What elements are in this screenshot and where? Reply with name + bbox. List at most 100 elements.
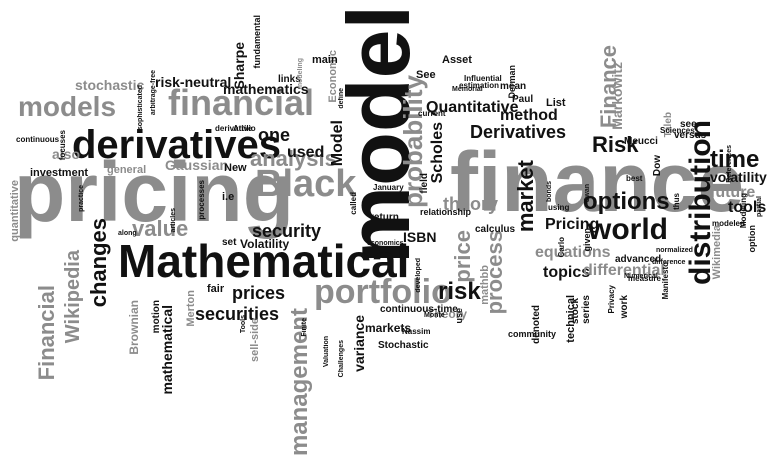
word-99: relationship bbox=[420, 207, 472, 217]
word-66: fair bbox=[207, 283, 225, 295]
word-101: January bbox=[373, 183, 404, 192]
word-100: current bbox=[418, 109, 446, 118]
word-91: given bbox=[582, 228, 592, 252]
word-79: estimation bbox=[459, 81, 500, 90]
word-38: Brownian bbox=[127, 300, 141, 355]
word-83: see bbox=[680, 119, 697, 130]
word-28: securities bbox=[195, 304, 280, 324]
word-5: financial bbox=[168, 82, 315, 123]
word-137: Monte bbox=[424, 312, 445, 319]
word-52: used bbox=[287, 144, 325, 161]
word-48: variance bbox=[351, 315, 367, 372]
word-23: changes bbox=[86, 218, 111, 308]
word-55: ISBN bbox=[403, 229, 437, 245]
word-103: economics bbox=[367, 240, 404, 247]
word-53: also bbox=[52, 146, 81, 162]
word-88: option bbox=[747, 225, 757, 253]
word-129: practice bbox=[78, 185, 85, 212]
word-36: differential bbox=[583, 262, 665, 279]
word-31: method bbox=[500, 107, 558, 124]
word-72: main bbox=[312, 54, 338, 66]
word-65: motion bbox=[151, 300, 162, 334]
word-123: articles bbox=[170, 208, 177, 233]
word-90: advanced bbox=[615, 254, 662, 265]
word-45: tools bbox=[728, 199, 767, 216]
word-122: along bbox=[118, 230, 137, 237]
word-104: called bbox=[349, 192, 358, 215]
word-107: Carlo bbox=[557, 237, 566, 258]
word-141: References bbox=[726, 145, 733, 183]
word-92: series bbox=[581, 295, 592, 324]
word-30: Derivatives bbox=[470, 122, 567, 142]
word-47: volatility bbox=[710, 169, 767, 185]
word-40: stochastic bbox=[75, 77, 145, 93]
word-9: portfolio bbox=[314, 273, 452, 311]
word-76: Paul bbox=[512, 94, 534, 105]
word-33: Pricing bbox=[545, 216, 600, 233]
word-126: Attilio bbox=[233, 124, 256, 133]
word-85: modeled bbox=[712, 219, 745, 228]
word-50: Model bbox=[329, 120, 346, 167]
word-142: using bbox=[548, 203, 570, 212]
word-32: Quantitative bbox=[426, 99, 519, 116]
word-73: Asset bbox=[442, 54, 472, 66]
word-15: options bbox=[583, 188, 670, 215]
word-3: Mathematical bbox=[118, 235, 410, 287]
word-26: value bbox=[132, 216, 189, 241]
word-7: Black bbox=[255, 163, 357, 205]
word-134: Memorial bbox=[452, 86, 483, 93]
word-128: continuous bbox=[16, 135, 60, 144]
word-114: difference bbox=[652, 259, 686, 266]
word-71: links bbox=[278, 74, 301, 85]
word-140: thus bbox=[672, 193, 681, 210]
word-109: community bbox=[508, 329, 557, 339]
word-119: Finite bbox=[301, 318, 308, 337]
word-139: partial bbox=[756, 196, 763, 218]
word-80: Meucci bbox=[624, 136, 658, 147]
word-59: quantitative bbox=[9, 180, 21, 242]
word-19: theory bbox=[443, 194, 499, 214]
word-78: Derman bbox=[507, 65, 517, 99]
word-68: sell-side bbox=[249, 318, 261, 363]
word-62: New bbox=[224, 162, 247, 174]
word-39: Gaussian bbox=[165, 157, 229, 173]
word-24: Financial bbox=[34, 285, 59, 381]
word-57: Stochastic bbox=[378, 340, 429, 351]
word-64: Merton bbox=[185, 290, 197, 327]
word-60: investment bbox=[30, 167, 89, 179]
word-20: price bbox=[450, 230, 475, 283]
word-41: risk-neutral bbox=[155, 74, 232, 90]
word-75: List bbox=[546, 97, 566, 109]
word-125: derivative bbox=[215, 124, 253, 133]
word-96: calculus bbox=[475, 224, 516, 235]
word-54: Volatility bbox=[240, 237, 290, 251]
word-120: Challenges bbox=[338, 340, 345, 378]
word-115: measure bbox=[628, 274, 661, 283]
word-63: i.e bbox=[222, 191, 235, 203]
word-58: Theory bbox=[427, 307, 468, 321]
word-16: world bbox=[588, 213, 668, 246]
word-130: sophisticated bbox=[137, 85, 144, 131]
word-95: mathbb bbox=[479, 265, 491, 305]
word-102: return bbox=[370, 212, 399, 223]
word-138: Swan bbox=[584, 184, 591, 203]
word-67: set bbox=[222, 237, 237, 248]
word-13: time bbox=[710, 146, 760, 173]
word-8: analysis bbox=[250, 146, 337, 171]
word-89: work bbox=[619, 295, 630, 319]
word-106: Nassim bbox=[402, 327, 431, 336]
word-113: Manifesto bbox=[661, 262, 670, 300]
word-56: markets bbox=[365, 321, 412, 335]
word-81: Dow bbox=[652, 155, 663, 177]
word-110: Sciences bbox=[660, 126, 695, 135]
word-116: best bbox=[626, 174, 643, 183]
word-117: normalized bbox=[656, 247, 693, 254]
word-10: risk bbox=[438, 278, 481, 305]
word-70: fundamental bbox=[252, 15, 262, 69]
word-49: Scholes bbox=[429, 122, 446, 184]
word-46: future bbox=[710, 184, 756, 201]
word-51: one bbox=[258, 125, 291, 145]
word-124: processes bbox=[197, 180, 206, 220]
word-136: developed bbox=[415, 258, 422, 293]
